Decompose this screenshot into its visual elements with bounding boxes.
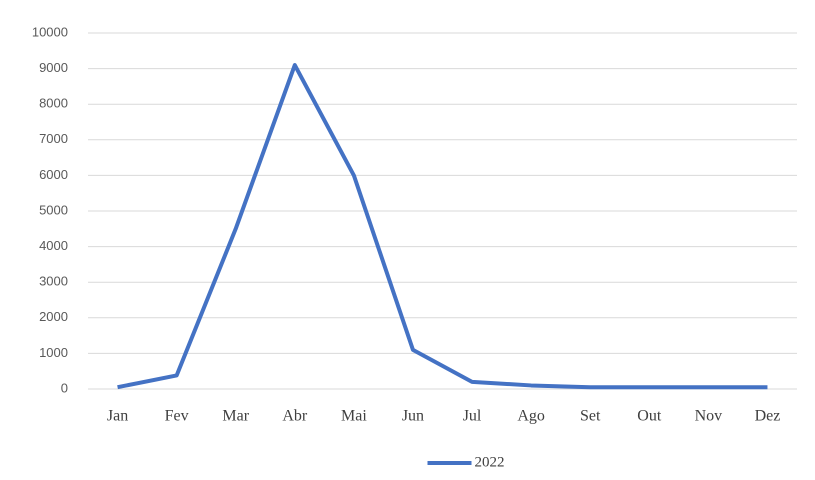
x-tick-label: Jun	[402, 408, 424, 425]
line-series	[117, 63, 768, 390]
x-tick-label: Fev	[165, 408, 189, 425]
x-tick-label: Out	[637, 408, 662, 425]
y-tick-label: 5000	[39, 202, 68, 217]
x-tick-label: Jan	[107, 408, 128, 425]
x-tick-label: Nov	[695, 408, 723, 425]
x-tick-label: Dez	[755, 408, 781, 425]
y-tick-label: 10000	[32, 24, 68, 39]
legend-label: 2022	[475, 454, 505, 470]
y-tick-label: 3000	[39, 274, 68, 289]
y-tick-label: 7000	[39, 131, 68, 146]
y-tick-label: 0	[61, 380, 68, 395]
x-tick-label: Abr	[282, 408, 308, 425]
y-tick-label: 9000	[39, 60, 68, 75]
x-tick-label: Set	[580, 408, 601, 425]
y-tick-label: 1000	[39, 345, 68, 360]
x-tick-label: Jul	[463, 408, 482, 425]
x-tick-label: Ago	[517, 408, 545, 425]
x-tick-label: Mai	[341, 408, 367, 425]
y-tick-label: 4000	[39, 238, 68, 253]
y-tick-label: 6000	[39, 167, 68, 182]
x-tick-label: Mar	[222, 408, 249, 425]
y-tick-label: 8000	[39, 96, 68, 111]
y-tick-label: 2000	[39, 309, 68, 324]
